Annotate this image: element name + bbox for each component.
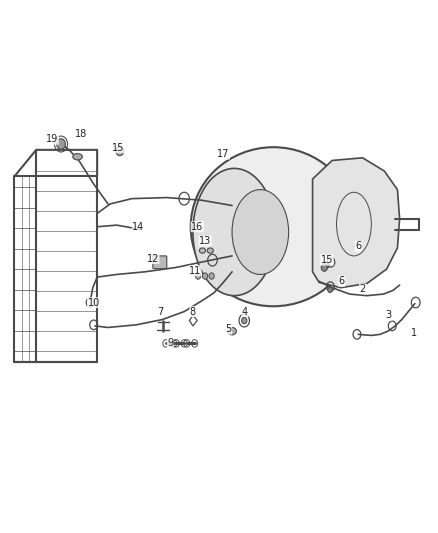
Text: 10: 10 bbox=[88, 297, 100, 308]
Text: 9: 9 bbox=[167, 338, 173, 349]
Text: 5: 5 bbox=[226, 324, 232, 334]
Text: 4: 4 bbox=[242, 306, 248, 317]
Ellipse shape bbox=[232, 190, 289, 274]
Circle shape bbox=[325, 263, 329, 268]
Ellipse shape bbox=[193, 168, 276, 296]
Ellipse shape bbox=[73, 154, 82, 160]
Text: 16: 16 bbox=[191, 222, 203, 232]
Text: 19: 19 bbox=[46, 134, 58, 144]
Text: 7: 7 bbox=[157, 306, 163, 317]
Text: 8: 8 bbox=[190, 306, 196, 317]
Text: 17: 17 bbox=[217, 149, 230, 159]
Ellipse shape bbox=[207, 248, 213, 253]
Text: 12: 12 bbox=[147, 254, 159, 263]
Ellipse shape bbox=[228, 327, 237, 335]
Text: 3: 3 bbox=[386, 310, 392, 320]
Circle shape bbox=[57, 139, 65, 149]
Ellipse shape bbox=[199, 248, 205, 253]
Text: 6: 6 bbox=[339, 276, 345, 286]
Text: 15: 15 bbox=[321, 255, 333, 265]
Circle shape bbox=[328, 287, 332, 293]
Circle shape bbox=[209, 273, 214, 279]
Text: 15: 15 bbox=[112, 143, 124, 153]
Circle shape bbox=[195, 273, 201, 279]
Circle shape bbox=[321, 264, 327, 271]
Text: 18: 18 bbox=[74, 129, 87, 139]
Circle shape bbox=[242, 317, 247, 324]
Ellipse shape bbox=[191, 147, 356, 306]
Text: 1: 1 bbox=[411, 328, 417, 338]
Polygon shape bbox=[313, 158, 399, 288]
Circle shape bbox=[202, 273, 208, 279]
Text: 13: 13 bbox=[199, 236, 211, 246]
Text: 11: 11 bbox=[189, 266, 201, 276]
Text: 6: 6 bbox=[355, 241, 361, 252]
Circle shape bbox=[116, 146, 124, 156]
Text: 2: 2 bbox=[360, 284, 366, 294]
FancyBboxPatch shape bbox=[153, 256, 167, 269]
Text: 14: 14 bbox=[132, 222, 145, 232]
